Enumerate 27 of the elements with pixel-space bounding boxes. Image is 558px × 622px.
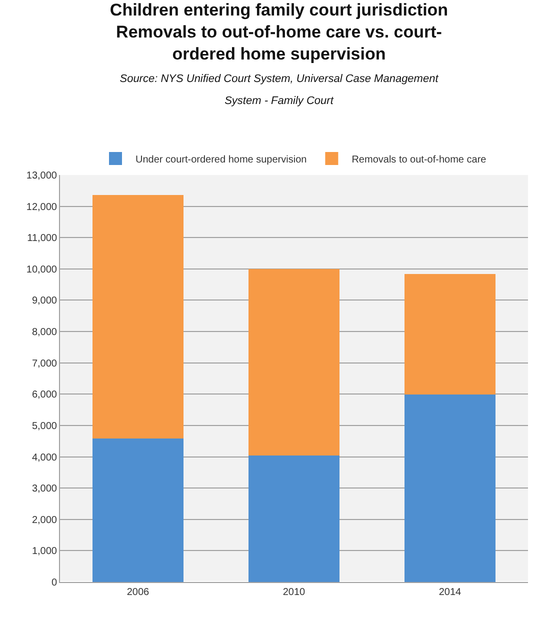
chart-title: Children entering family court jurisdiction Removals to out-of-home care vs. court- ordered home supervision	[110, 0, 448, 64]
y-tick-label: 4,000	[32, 452, 58, 464]
y-tick-label: 13,000	[26, 170, 58, 182]
y-tick-label: 9,000	[32, 296, 58, 307]
chart-subtitle: Source: NYS Unified Court System, Universal Case Management System - Family Court	[120, 72, 440, 107]
bar	[404, 394, 496, 582]
y-tick-label: 8,000	[32, 327, 58, 338]
y-tick-label: 3,000	[32, 484, 58, 495]
y-tick-label: 6,000	[32, 390, 58, 401]
y-tick-label: 0	[51, 578, 58, 588]
legend-label: Under court-ordered home supervision	[136, 154, 307, 166]
y-tick-label: 5,000	[32, 420, 58, 432]
legend-label: Removals to out-of-home care	[352, 154, 487, 166]
y-tick-label: 2,000	[32, 514, 58, 526]
x-tick-label: 2006	[126, 587, 150, 598]
bar	[248, 454, 340, 582]
y-tick-label: 1,000	[32, 546, 58, 558]
bar	[92, 194, 184, 438]
bar	[92, 437, 184, 582]
x-tick-label: 2010	[282, 587, 306, 598]
y-tick-label: 12,000	[26, 202, 58, 213]
x-tick-label: 2014	[438, 587, 462, 598]
bar	[404, 274, 496, 395]
y-tick-label: 10,000	[26, 264, 58, 276]
bar	[248, 269, 340, 456]
y-tick-label: 7,000	[32, 358, 58, 370]
y-tick-label: 11,000	[27, 233, 58, 244]
